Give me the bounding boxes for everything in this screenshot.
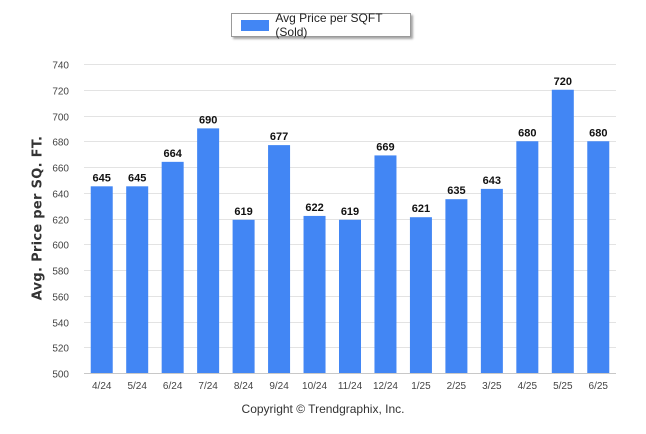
y-tick-label: 540 — [52, 319, 69, 330]
x-tick-label: 6/25 — [589, 381, 609, 392]
data-label: 643 — [483, 175, 501, 187]
copyright-text: Copyright © Trendgraphix, Inc. — [241, 402, 405, 416]
x-tick-label: 5/25 — [553, 381, 573, 392]
bar — [516, 141, 539, 373]
data-label: 680 — [518, 127, 536, 139]
data-label: 621 — [412, 203, 430, 215]
x-tick-label: 9/24 — [269, 381, 289, 392]
bar — [374, 155, 397, 373]
bar — [232, 219, 255, 373]
data-label: 619 — [234, 206, 252, 218]
data-label: 645 — [128, 172, 146, 184]
bar — [268, 145, 291, 373]
y-tick-label: 500 — [52, 370, 69, 381]
x-tick-label: 12/24 — [373, 381, 398, 392]
bar — [409, 217, 432, 373]
x-tick-label: 10/24 — [302, 381, 327, 392]
y-tick-label: 680 — [52, 138, 69, 149]
data-label: 664 — [163, 148, 182, 160]
bar — [551, 89, 574, 373]
y-tick-label: 660 — [52, 164, 69, 175]
y-tick-label: 600 — [52, 241, 69, 252]
x-tick-label: 2/25 — [447, 381, 467, 392]
legend-label: Avg Price per SQFT (Sold) — [275, 11, 383, 39]
data-label: 635 — [447, 185, 465, 197]
bar — [339, 219, 361, 373]
x-tick-label: 6/24 — [163, 381, 183, 392]
y-tick-label: 740 — [52, 61, 69, 72]
data-label: 720 — [554, 76, 572, 88]
bar — [480, 188, 503, 373]
x-tick-label: 4/24 — [92, 381, 112, 392]
y-tick-label: 640 — [52, 190, 69, 201]
y-tick-label: 580 — [52, 267, 69, 278]
x-tick-label: 5/24 — [127, 381, 147, 392]
x-tick-label: 3/25 — [482, 381, 502, 392]
legend-swatch — [241, 19, 270, 31]
x-tick-label: 8/24 — [234, 381, 254, 392]
data-label: 622 — [305, 202, 323, 214]
bar — [161, 161, 184, 373]
y-tick-label: 520 — [52, 344, 69, 355]
x-tick-label: 7/24 — [198, 381, 218, 392]
data-label: 619 — [341, 206, 359, 218]
bar — [303, 215, 326, 373]
y-tick-label: 560 — [52, 293, 69, 304]
y-tick-label: 620 — [52, 216, 69, 227]
bar — [90, 186, 113, 373]
y-tick-label: 720 — [52, 87, 69, 98]
bar — [197, 128, 220, 373]
x-tick-label: 11/24 — [338, 381, 363, 392]
x-tick-label: 1/25 — [411, 381, 431, 392]
data-label: 669 — [376, 141, 394, 153]
bar — [126, 186, 149, 373]
data-label: 645 — [93, 172, 111, 184]
bar — [445, 199, 468, 373]
y-tick-label: 700 — [52, 113, 69, 124]
data-label: 690 — [199, 114, 217, 126]
data-label: 677 — [270, 131, 288, 143]
data-label: 680 — [589, 127, 607, 139]
bar — [587, 141, 610, 373]
x-tick-label: 4/25 — [518, 381, 538, 392]
legend: Avg Price per SQFT (Sold) — [231, 11, 411, 39]
